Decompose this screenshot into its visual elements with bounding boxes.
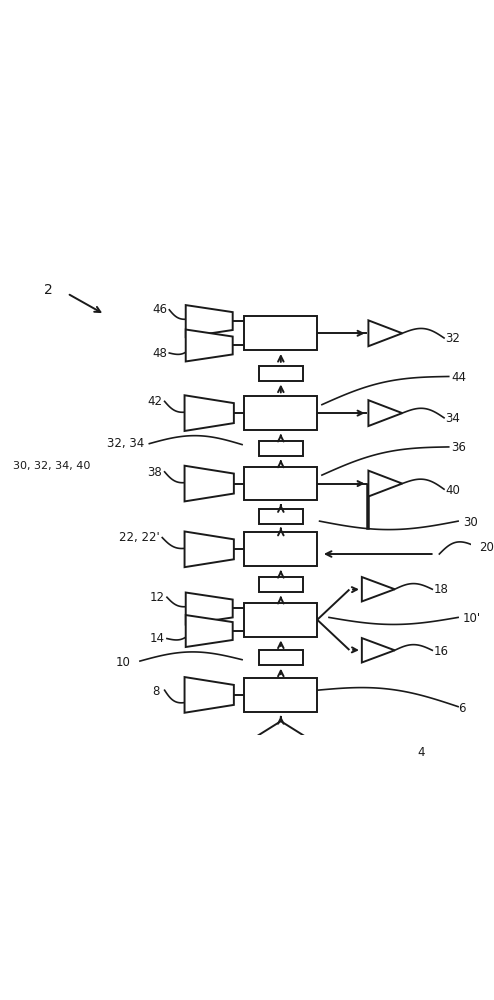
Text: 32, 34: 32, 34	[107, 437, 145, 450]
Text: 40: 40	[446, 484, 460, 497]
Bar	[245, 467, 317, 500]
Text: 44: 44	[451, 371, 466, 384]
Text: 30, 32, 34, 40: 30, 32, 34, 40	[13, 461, 90, 471]
Polygon shape	[186, 305, 233, 337]
Text: 30: 30	[463, 516, 478, 529]
Text: 16: 16	[434, 645, 449, 658]
Bar	[245, 396, 317, 430]
Text: 8: 8	[153, 685, 160, 698]
Polygon shape	[362, 577, 395, 601]
Bar	[245, 603, 317, 637]
Polygon shape	[369, 400, 402, 426]
Polygon shape	[186, 615, 233, 647]
Text: 36: 36	[451, 441, 466, 454]
Text: 38: 38	[148, 466, 162, 479]
Polygon shape	[369, 320, 402, 346]
Bar	[258, 366, 303, 381]
Text: 18: 18	[434, 583, 449, 596]
Polygon shape	[186, 330, 233, 361]
Text: 2: 2	[43, 283, 52, 297]
Text: 34: 34	[446, 412, 460, 425]
Text: 6: 6	[458, 702, 466, 715]
Bar	[245, 678, 317, 712]
Text: 32: 32	[446, 332, 460, 345]
Text: 10': 10'	[463, 612, 481, 625]
Text: 12: 12	[150, 591, 165, 604]
Bar	[258, 441, 303, 456]
Bar	[258, 509, 303, 524]
Polygon shape	[254, 721, 308, 763]
Polygon shape	[186, 593, 233, 624]
Polygon shape	[185, 395, 234, 431]
Text: 42: 42	[147, 395, 162, 408]
Bar	[258, 650, 303, 665]
Text: 46: 46	[152, 303, 167, 316]
Polygon shape	[362, 638, 395, 662]
Text: 22, 22': 22, 22'	[119, 531, 160, 544]
Text: 14: 14	[150, 632, 165, 645]
Bar	[258, 577, 303, 592]
Bar	[245, 316, 317, 350]
Polygon shape	[369, 471, 402, 496]
Polygon shape	[185, 677, 234, 713]
Polygon shape	[185, 531, 234, 567]
Polygon shape	[185, 466, 234, 501]
Text: 10: 10	[116, 656, 130, 669]
Text: 20: 20	[479, 541, 494, 554]
Text: 48: 48	[152, 347, 167, 360]
Bar	[245, 532, 317, 566]
Text: 4: 4	[417, 746, 424, 759]
